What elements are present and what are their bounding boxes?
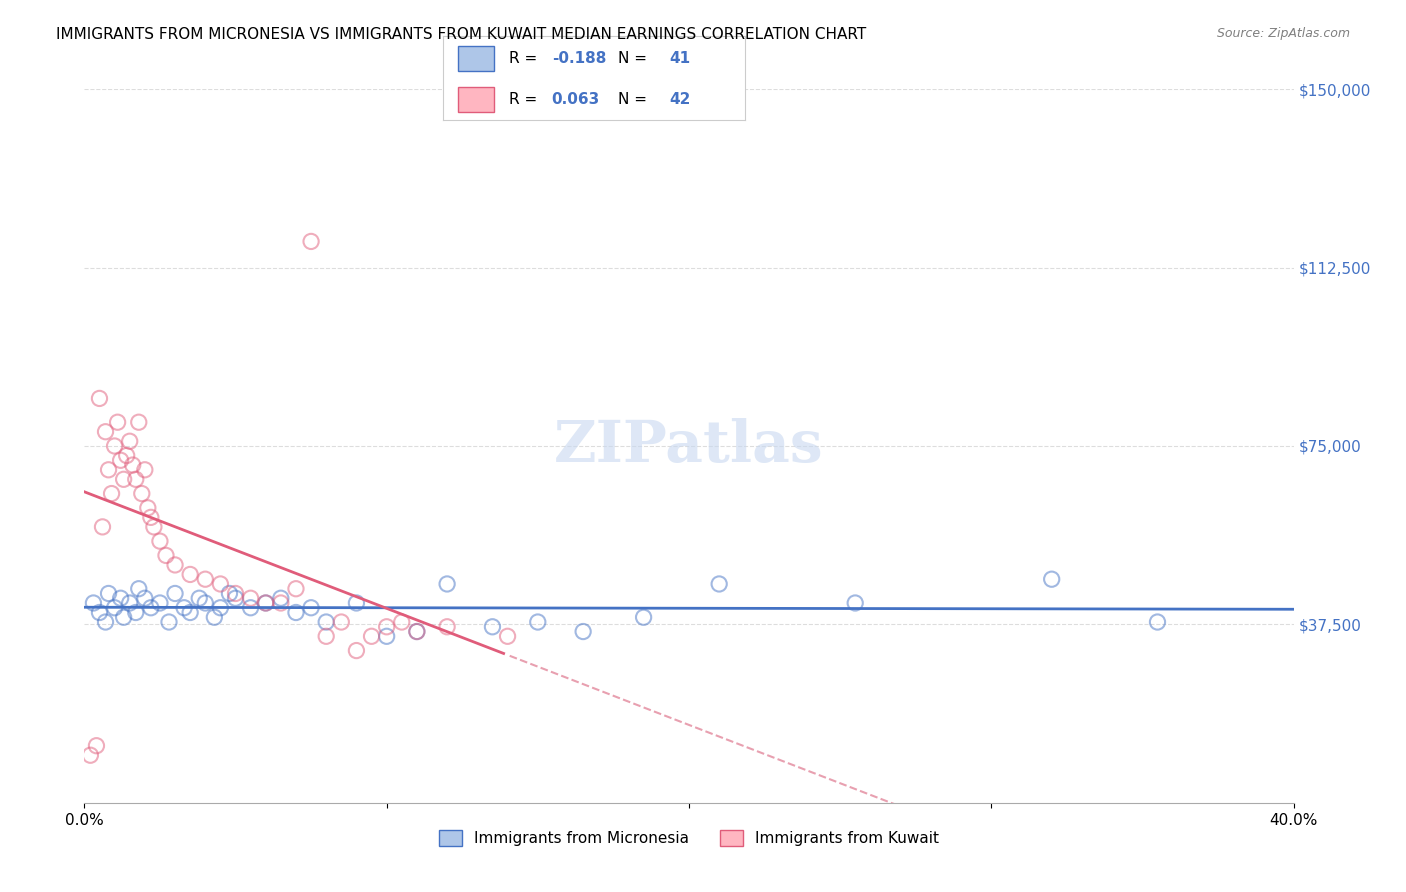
Point [844, 596, 866, 610]
Text: -0.188: -0.188 [551, 51, 606, 66]
Point [97, 463, 120, 477]
Point [89, 392, 111, 406]
Point [1040, 572, 1063, 586]
FancyBboxPatch shape [458, 87, 495, 112]
Point [299, 235, 322, 249]
Point [139, 600, 162, 615]
Text: IMMIGRANTS FROM MICRONESIA VS IMMIGRANTS FROM KUWAIT MEDIAN EARNINGS CORRELATION: IMMIGRANTS FROM MICRONESIA VS IMMIGRANTS… [56, 27, 866, 42]
Point [104, 600, 127, 615]
Point [527, 615, 550, 629]
Point [270, 591, 292, 606]
Point [391, 615, 413, 629]
Point [112, 610, 135, 624]
Text: N =: N = [619, 51, 652, 66]
Point [110, 453, 132, 467]
Point [157, 615, 180, 629]
Point [481, 620, 503, 634]
Point [142, 520, 165, 534]
Point [173, 600, 195, 615]
Point [131, 486, 153, 500]
Point [121, 458, 143, 472]
Point [360, 629, 382, 643]
Point [125, 472, 148, 486]
Point [225, 591, 247, 606]
Point [86, 739, 108, 753]
Point [436, 577, 458, 591]
Text: 41: 41 [669, 51, 690, 66]
Text: Source: ZipAtlas.com: Source: ZipAtlas.com [1216, 27, 1350, 40]
Point [633, 610, 655, 624]
Point [709, 577, 731, 591]
Point [104, 439, 127, 453]
Text: 0.063: 0.063 [551, 92, 600, 107]
Point [107, 415, 129, 429]
Point [285, 606, 308, 620]
Point [375, 620, 398, 634]
Point [100, 486, 122, 500]
Point [346, 596, 368, 610]
Point [188, 591, 211, 606]
Point [194, 572, 217, 586]
Point [118, 434, 141, 449]
Point [179, 606, 201, 620]
Point [165, 558, 187, 572]
Point [118, 596, 141, 610]
Point [436, 620, 458, 634]
Point [572, 624, 595, 639]
Point [89, 606, 111, 620]
Legend: Immigrants from Micronesia, Immigrants from Kuwait: Immigrants from Micronesia, Immigrants f… [433, 824, 945, 852]
Point [315, 629, 337, 643]
FancyBboxPatch shape [458, 45, 495, 71]
Point [225, 586, 247, 600]
Point [128, 582, 150, 596]
Point [149, 596, 172, 610]
Point [134, 463, 156, 477]
Point [330, 615, 353, 629]
Text: R =: R = [509, 92, 543, 107]
Point [1146, 615, 1168, 629]
Point [94, 615, 117, 629]
Point [346, 643, 368, 657]
Point [254, 596, 277, 610]
Text: N =: N = [619, 92, 652, 107]
Point [125, 606, 148, 620]
Point [79, 748, 101, 763]
Point [202, 610, 225, 624]
Point [136, 500, 159, 515]
Point [299, 600, 322, 615]
Text: R =: R = [509, 51, 543, 66]
Point [209, 577, 232, 591]
Point [406, 624, 429, 639]
Point [91, 520, 114, 534]
Point [165, 586, 187, 600]
Point [112, 472, 135, 486]
Point [128, 415, 150, 429]
Text: ZIPatlas: ZIPatlas [554, 418, 824, 474]
Point [209, 600, 232, 615]
Text: 42: 42 [669, 92, 690, 107]
Point [179, 567, 201, 582]
Point [97, 586, 120, 600]
Point [115, 449, 138, 463]
Point [406, 624, 429, 639]
Point [82, 596, 104, 610]
Point [94, 425, 117, 439]
Point [155, 549, 177, 563]
Point [270, 596, 292, 610]
Point [239, 591, 262, 606]
Point [139, 510, 162, 524]
Point [254, 596, 277, 610]
Point [375, 629, 398, 643]
Point [285, 582, 308, 596]
Point [134, 591, 156, 606]
Point [218, 586, 240, 600]
Point [149, 534, 172, 549]
Point [239, 600, 262, 615]
Point [110, 591, 132, 606]
Point [496, 629, 519, 643]
Point [315, 615, 337, 629]
Point [194, 596, 217, 610]
